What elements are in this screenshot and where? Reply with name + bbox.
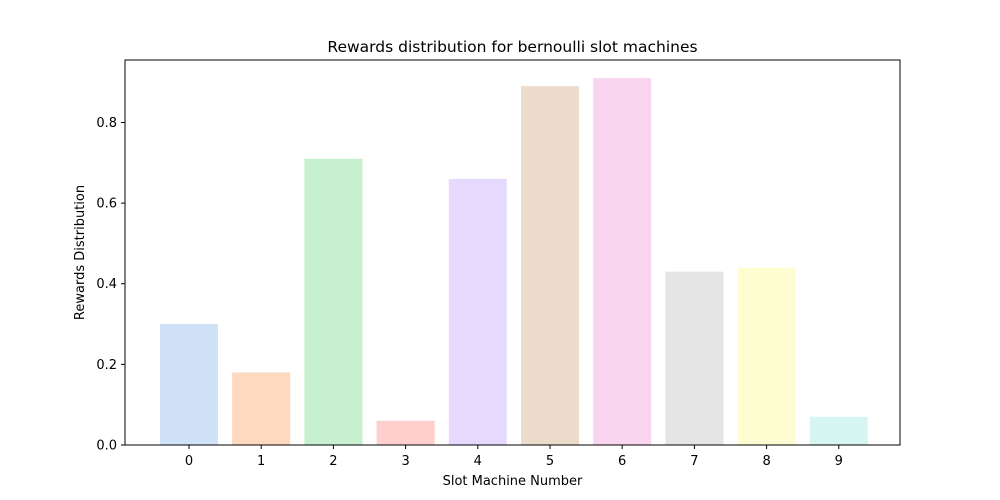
x-tick-label-2: 2 (329, 454, 337, 469)
y-tick-label-0.4: 0.4 (96, 277, 117, 292)
x-tick-label-1: 1 (257, 454, 265, 469)
x-tick-label-6: 6 (618, 454, 626, 469)
bar-8 (737, 267, 796, 445)
y-tick-label-0.8: 0.8 (96, 116, 117, 131)
x-axis: 0 1 2 3 4 5 6 7 8 9 (185, 445, 843, 469)
y-tick-label-0.0: 0.0 (96, 439, 117, 454)
y-axis: 0.0 0.2 0.4 0.6 0.8 (96, 116, 125, 454)
plot-area-frame (124, 59, 901, 446)
chart-title: Rewards distribution for bernoulli slot … (327, 38, 697, 56)
y-tick-label-0.6: 0.6 (96, 197, 117, 212)
bar-6 (593, 78, 652, 445)
bar-2 (304, 158, 363, 445)
bar-3 (376, 420, 435, 445)
x-tick-label-5: 5 (546, 454, 554, 469)
bar-0 (160, 324, 218, 445)
y-tick-label-0.2: 0.2 (96, 358, 117, 373)
x-tick-label-3: 3 (401, 454, 409, 469)
bar-7 (665, 271, 724, 445)
bar-9 (809, 416, 868, 445)
bars-group (160, 78, 868, 445)
x-tick-label-8: 8 (762, 454, 770, 469)
x-tick-label-9: 9 (835, 454, 843, 469)
x-tick-label-4: 4 (474, 454, 482, 469)
y-axis-label: Rewards Distribution (73, 185, 88, 320)
x-axis-label: Slot Machine Number (443, 474, 583, 489)
x-tick-label-0: 0 (185, 454, 193, 469)
x-tick-label-7: 7 (690, 454, 698, 469)
bar-1 (232, 372, 291, 445)
bar-5 (521, 86, 579, 445)
bar-4 (448, 178, 507, 445)
